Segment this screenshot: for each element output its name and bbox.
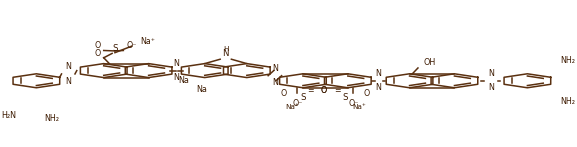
Text: N: N — [376, 83, 381, 92]
Text: N: N — [65, 62, 71, 71]
Text: N: N — [376, 69, 381, 78]
Text: O⁻: O⁻ — [349, 99, 359, 108]
Text: N: N — [174, 59, 179, 68]
Text: O: O — [320, 86, 327, 95]
Text: N: N — [65, 77, 71, 86]
Text: N: N — [174, 73, 179, 82]
Text: S: S — [112, 44, 118, 53]
Text: O⁻: O⁻ — [126, 41, 137, 50]
Text: O: O — [95, 49, 101, 58]
Text: S: S — [300, 93, 306, 102]
Text: O: O — [364, 89, 370, 98]
Text: N: N — [272, 64, 278, 73]
Text: =: = — [335, 86, 341, 95]
Text: NH₂: NH₂ — [560, 97, 575, 106]
Text: N: N — [272, 78, 278, 87]
Text: H: H — [223, 46, 228, 52]
Text: N: N — [488, 69, 494, 78]
Text: NH₂: NH₂ — [44, 114, 59, 123]
Text: N: N — [488, 83, 494, 92]
Text: O: O — [321, 86, 327, 95]
Text: Na⁺: Na⁺ — [352, 104, 366, 110]
Text: Na: Na — [197, 85, 207, 94]
Text: Na: Na — [178, 76, 189, 85]
Text: N: N — [223, 49, 229, 58]
Text: H₂N: H₂N — [1, 111, 16, 120]
Text: S: S — [342, 93, 348, 102]
Text: NH₂: NH₂ — [560, 56, 575, 65]
Text: Na⁺: Na⁺ — [140, 37, 155, 46]
Text: Na⁺: Na⁺ — [285, 104, 298, 110]
Text: =: = — [308, 86, 314, 95]
Text: O⁻: O⁻ — [292, 99, 302, 108]
Text: O: O — [281, 89, 287, 98]
Text: O: O — [95, 41, 101, 50]
Text: OH: OH — [424, 57, 436, 66]
